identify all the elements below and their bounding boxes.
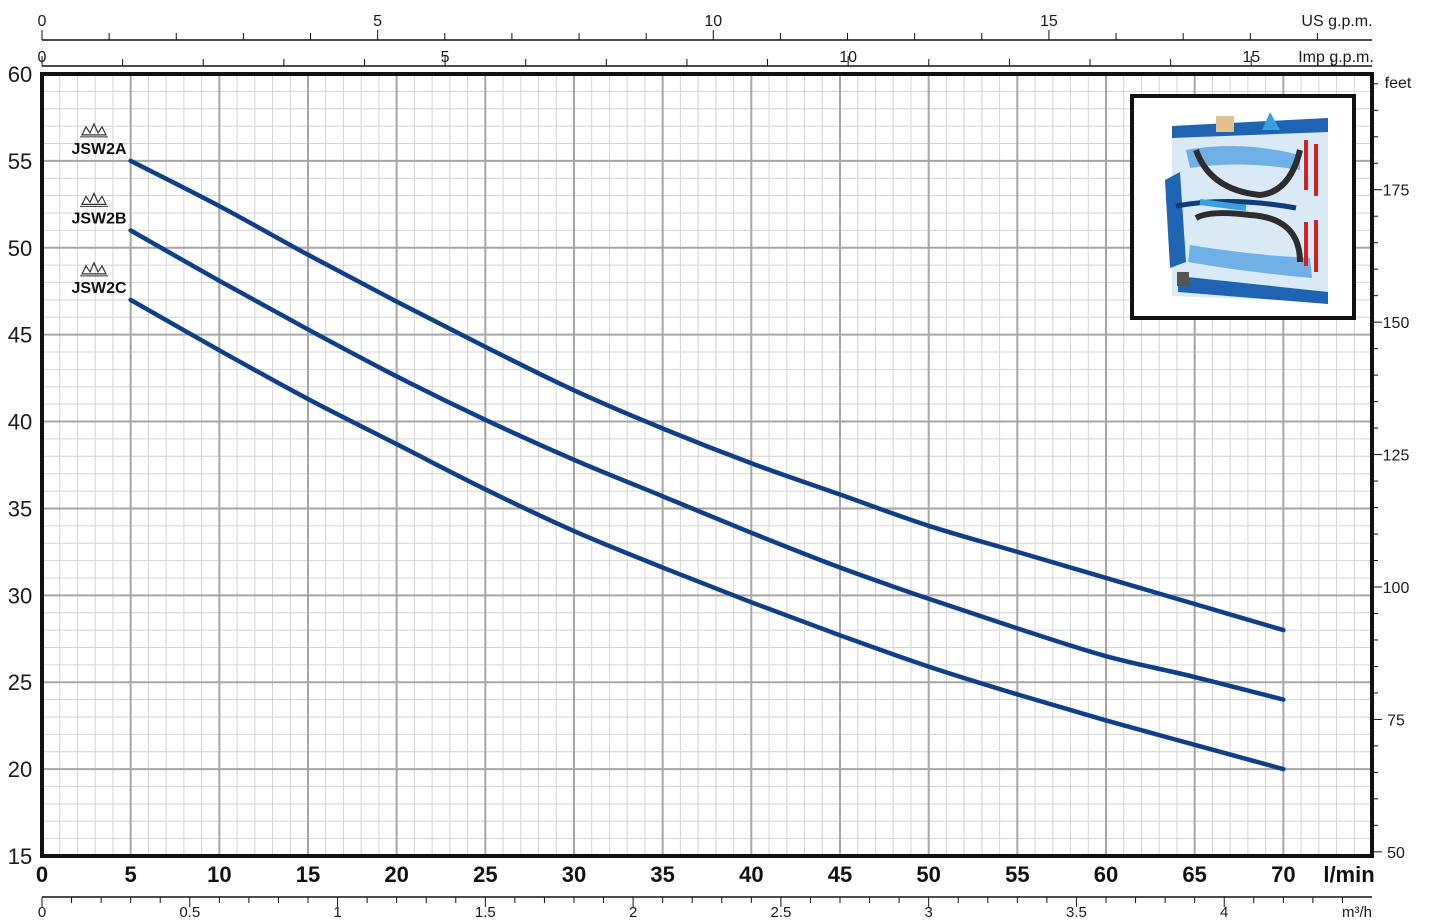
feet-tick-label: 75 [1387,712,1405,729]
y-tick-label: 20 [8,757,32,782]
imp-tick-label: 0 [38,49,47,66]
x-tick-label: 5 [125,862,137,887]
y-tick-label: 35 [8,496,32,521]
m3h-tick-label: 0 [38,904,46,921]
curve-jsw2b [128,228,1286,702]
y-tick-label: 50 [8,236,32,261]
m3h-tick-label: 1.5 [475,904,496,921]
y-tick-label: 30 [8,583,32,608]
x-tick-label: 20 [384,862,408,887]
feet-tick-label: 100 [1383,580,1410,597]
y-tick-label: 25 [8,670,32,695]
x-tick-label: 10 [207,862,231,887]
m3h-tick-label: 0.5 [179,904,200,921]
series-label-jsw2a: JSW2A [71,141,127,158]
right-feet-axis: 50 75 100 125 150 175 feet [1372,75,1412,862]
y-tick-label: 15 [8,844,32,869]
x-tick-label: 45 [828,862,852,887]
us-axis-unit: US g.p.m. [1301,13,1372,30]
m3h-tick-label: 3.5 [1066,904,1087,921]
x-tick-label: 40 [739,862,763,887]
x-tick-label: 30 [562,862,586,887]
y-tick-label: 55 [8,149,32,174]
pump-cross-section-image [1130,94,1356,320]
crown-icon [81,191,107,205]
curve-jsw2a [128,158,1286,633]
us-tick-label: 15 [1040,13,1058,30]
x-axis-unit: l/min [1323,862,1374,887]
m3h-tick-label: 2.5 [770,904,791,921]
curves [128,158,1286,772]
feet-tick-label: 175 [1383,183,1410,200]
x-tick-label: 35 [650,862,674,887]
x-tick-label: 65 [1182,862,1206,887]
x-tick-label: 0 [36,862,48,887]
top-us-gpm-axis: 0 5 10 15 US g.p.m. [38,13,1373,41]
m3h-axis-unit: m³/h [1342,904,1372,921]
x-tick-label: 50 [916,862,940,887]
bottom-m3h-axis: 0 0.5 1 1.5 2 2.5 3 3.5 4 m³/h [38,896,1372,921]
y-tick-label: 45 [8,323,32,348]
y-tick-label: 60 [8,62,32,87]
series-labels: JSW2A JSW2B JSW2C [71,122,127,297]
x-tick-label: 25 [473,862,497,887]
m3h-tick-label: 4 [1220,904,1228,921]
feet-tick-label: 50 [1387,845,1405,862]
m3h-tick-label: 2 [629,904,637,921]
crown-icon [81,261,107,275]
m3h-tick-label: 1 [333,904,341,921]
x-tick-label: 55 [1005,862,1029,887]
crown-icon [81,122,107,136]
us-tick-label: 10 [704,13,722,30]
imp-tick-label: 15 [1242,49,1260,66]
x-tick-label: 60 [1094,862,1118,887]
x-tick-label: 15 [296,862,320,887]
bottom-lmin-axis: 0 5 10 15 20 25 30 35 40 45 50 55 60 65 70 l/min [36,862,1375,887]
curve-jsw2c [128,297,1286,772]
feet-axis-unit: feet [1385,75,1412,92]
x-tick-label: 70 [1271,862,1295,887]
left-head-axis: 15 20 25 30 35 40 45 50 55 60 [8,62,32,869]
top-imp-gpm-axis: 0 5 10 15 Imp g.p.m. [38,49,1374,67]
feet-tick-label: 125 [1383,448,1410,465]
us-tick-label: 5 [373,13,382,30]
feet-tick-label: 150 [1383,315,1410,332]
plot-frame [40,72,1374,858]
series-label-jsw2c: JSW2C [71,280,127,297]
y-tick-label: 40 [8,410,32,435]
imp-tick-label: 5 [441,49,450,66]
m3h-tick-label: 3 [924,904,932,921]
imp-axis-unit: Imp g.p.m. [1298,49,1374,66]
major-grid [42,74,1372,856]
us-tick-label: 0 [38,13,47,30]
series-label-jsw2b: JSW2B [71,210,126,227]
imp-tick-label: 10 [839,49,857,66]
